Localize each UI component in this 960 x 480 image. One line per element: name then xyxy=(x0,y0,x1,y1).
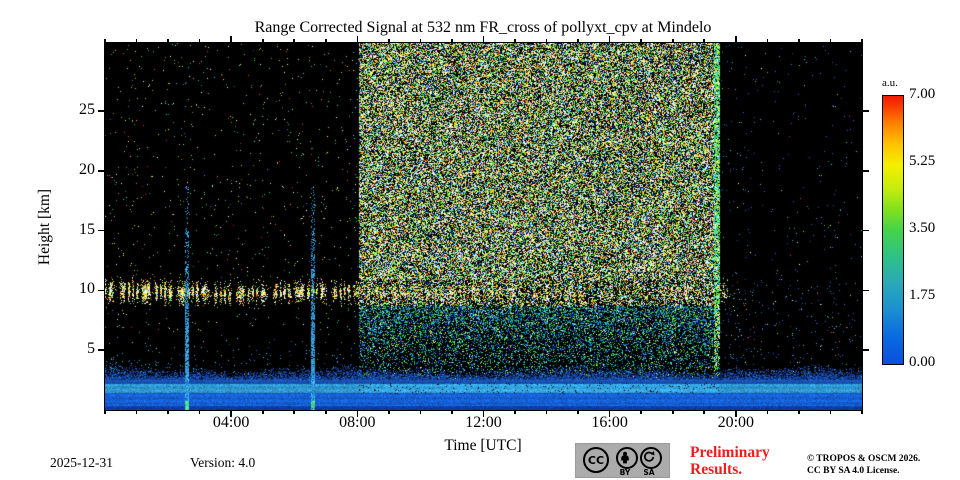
chart-title: Range Corrected Signal at 532 nm FR_cros… xyxy=(254,19,712,36)
x-tick-mark-top xyxy=(766,39,769,42)
x-tick-mark-top xyxy=(135,39,138,42)
x-tick-mark xyxy=(135,411,138,414)
y-tick-mark xyxy=(98,110,104,112)
x-axis-label: Time [UTC] xyxy=(444,437,522,454)
x-tick-mark-top xyxy=(230,36,232,42)
cc-license-badge: CC BY SA xyxy=(575,443,670,478)
cc-by-label: BY xyxy=(619,468,631,477)
x-tick-mark xyxy=(388,411,390,414)
x-tick-mark xyxy=(798,411,800,414)
y-axis-label: Height [km] xyxy=(36,188,53,266)
colorbar-tick-label: 5.25 xyxy=(909,153,936,169)
cc-by-person-icon xyxy=(616,447,638,469)
x-tick-mark-top xyxy=(735,36,737,42)
x-tick-mark xyxy=(640,411,642,414)
x-tick-mark-top xyxy=(545,39,548,42)
x-tick-mark-top xyxy=(577,39,579,42)
colorbar-tick-label: 7.00 xyxy=(909,86,936,102)
colorbar-tick-label: 1.75 xyxy=(909,287,936,303)
x-tick-mark xyxy=(482,411,485,417)
x-tick-mark xyxy=(608,411,611,417)
y-tick-label: 15 xyxy=(79,220,95,238)
y-tick-label: 25 xyxy=(79,101,95,119)
copyright-note: © TROPOS & OSCM 2026. CC BY SA 4.0 Licen… xyxy=(807,454,920,477)
preliminary-results-note: Preliminary Results. xyxy=(690,444,770,478)
x-tick-mark-top xyxy=(104,39,106,42)
x-tick-mark xyxy=(766,411,769,414)
colorbar-unit-label: a.u. xyxy=(882,77,898,89)
x-tick-mark-top xyxy=(703,39,706,42)
x-tick-label: 08:00 xyxy=(339,414,376,431)
x-tick-mark-top xyxy=(608,36,611,42)
y-tick-mark-right xyxy=(863,349,869,352)
y-tick-mark xyxy=(98,170,104,172)
x-tick-mark xyxy=(514,411,516,414)
x-tick-mark-top xyxy=(167,39,169,42)
x-tick-mark-top xyxy=(514,39,516,42)
colorbar xyxy=(882,95,904,365)
preliminary-line1: Preliminary xyxy=(690,444,770,461)
x-tick-mark-top xyxy=(293,39,296,42)
x-tick-mark xyxy=(419,411,422,414)
x-tick-mark-top xyxy=(640,39,642,42)
x-tick-label: 16:00 xyxy=(591,414,628,431)
y-tick-label: 10 xyxy=(79,280,95,298)
x-tick-mark-top xyxy=(861,39,863,42)
cc-sa-label: SA xyxy=(643,468,655,477)
x-tick-mark xyxy=(703,411,706,414)
x-tick-mark-top xyxy=(356,36,359,42)
x-tick-mark-top xyxy=(829,39,832,42)
y-tick-mark-right xyxy=(863,289,869,292)
heatmap-canvas xyxy=(105,43,862,410)
copyright-line2: CC BY SA 4.0 License. xyxy=(807,465,900,476)
x-tick-label: 04:00 xyxy=(212,414,250,431)
y-tick-mark-right xyxy=(863,229,869,232)
colorbar-tick-label: 0.00 xyxy=(909,354,936,370)
x-tick-mark-top xyxy=(198,39,201,42)
x-tick-mark xyxy=(829,411,832,414)
x-tick-mark-top xyxy=(451,39,453,42)
x-tick-mark xyxy=(861,411,863,414)
x-tick-mark-top xyxy=(388,39,390,42)
x-tick-mark xyxy=(104,411,106,414)
x-tick-mark xyxy=(356,411,359,417)
y-tick-mark-right xyxy=(863,110,869,112)
x-tick-mark-top xyxy=(798,39,800,42)
x-tick-label: 12:00 xyxy=(465,414,502,431)
copyright-line1: © TROPOS & OSCM 2026. xyxy=(807,454,921,464)
x-tick-mark xyxy=(735,411,737,417)
y-tick-label: 20 xyxy=(79,160,95,178)
x-tick-mark xyxy=(451,411,453,414)
x-tick-mark-top xyxy=(671,39,674,42)
x-tick-mark-top xyxy=(482,36,485,42)
x-tick-mark xyxy=(577,411,579,414)
x-tick-mark-top xyxy=(419,39,422,42)
x-tick-mark xyxy=(671,411,674,414)
y-tick-label: 5 xyxy=(87,340,95,358)
x-tick-mark xyxy=(198,411,201,414)
x-tick-mark xyxy=(545,411,548,414)
y-tick-mark xyxy=(98,349,104,352)
cc-sa-arrow-icon xyxy=(640,447,662,469)
footer-version: Version: 4.0 xyxy=(190,455,256,470)
y-tick-mark xyxy=(98,289,104,292)
x-tick-mark xyxy=(230,411,232,417)
x-tick-mark-top xyxy=(261,39,264,42)
x-tick-label: 20:00 xyxy=(717,414,755,431)
x-tick-mark xyxy=(293,411,296,414)
colorbar-tick-label: 3.50 xyxy=(909,220,936,236)
footer-date: 2025-12-31 xyxy=(50,455,113,470)
x-tick-mark xyxy=(324,411,327,414)
x-tick-mark xyxy=(167,411,169,414)
x-tick-mark-top xyxy=(324,39,327,42)
y-tick-mark xyxy=(98,229,104,232)
preliminary-line2: Results. xyxy=(690,461,743,478)
x-tick-mark xyxy=(261,411,264,414)
y-tick-mark-right xyxy=(863,170,869,172)
cc-icon: CC xyxy=(583,447,609,473)
plot-area xyxy=(104,42,863,411)
